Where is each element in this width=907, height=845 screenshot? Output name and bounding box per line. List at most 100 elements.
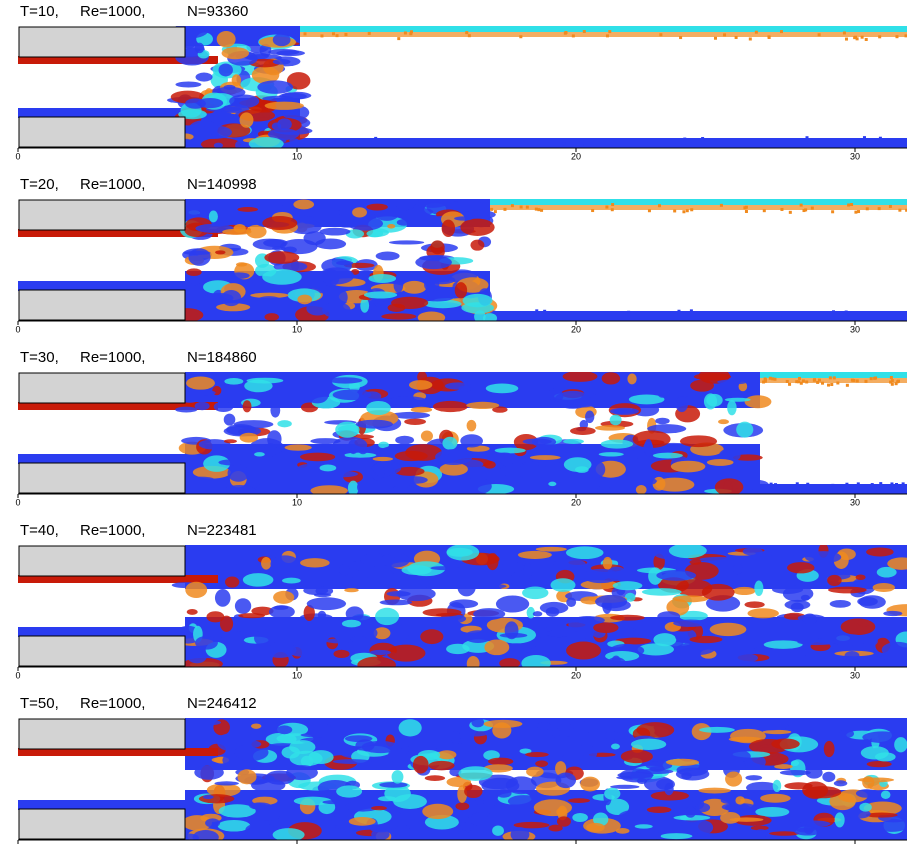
shear-blue	[18, 454, 218, 464]
particle-cluster	[264, 251, 300, 264]
particle-cluster	[419, 738, 441, 750]
particle-cluster	[335, 421, 360, 438]
particle-cluster	[450, 730, 461, 745]
particle-cluster	[822, 771, 836, 783]
speckle	[873, 376, 877, 380]
particle-cluster	[200, 137, 241, 148]
particle-cluster	[774, 764, 793, 770]
particle-cluster	[523, 562, 533, 579]
particle-cluster	[627, 373, 637, 385]
particle-cluster	[250, 723, 262, 729]
particle-cluster	[570, 426, 596, 435]
particle-cluster	[469, 583, 507, 589]
particle-cluster	[446, 777, 472, 788]
particle-cluster	[373, 627, 391, 640]
particle-cluster	[223, 413, 236, 426]
time-label: T=20,	[20, 176, 59, 193]
speckle	[844, 37, 848, 41]
particle-cluster	[458, 766, 493, 781]
speckle	[467, 142, 471, 146]
particle-cluster	[724, 397, 751, 402]
particle-cluster	[222, 550, 243, 566]
speckle	[865, 207, 869, 211]
tick-label: 30	[850, 670, 860, 680]
speckle	[862, 136, 866, 140]
speckle	[896, 140, 900, 144]
speckle	[581, 145, 585, 148]
particle-cluster	[634, 824, 653, 829]
particle-cluster	[455, 802, 470, 811]
particle-cluster	[227, 272, 250, 280]
particle-cluster	[249, 58, 280, 68]
particle-cluster	[213, 142, 224, 148]
particle-cluster	[454, 282, 468, 299]
particle-cluster	[405, 444, 443, 461]
particle-cluster	[415, 255, 452, 270]
particle-cluster	[598, 452, 624, 457]
particle-cluster	[556, 816, 571, 827]
particle-cluster	[404, 476, 428, 484]
speckle	[503, 207, 507, 211]
speckle	[465, 31, 469, 35]
particle-cluster	[655, 379, 669, 398]
particle-cluster	[449, 599, 479, 609]
speckle	[581, 318, 585, 321]
particle-cluster	[256, 483, 272, 494]
speckle	[317, 144, 321, 148]
particle-cluster	[239, 112, 254, 128]
speckle	[647, 209, 651, 213]
particle-cluster	[501, 561, 525, 573]
speckle	[761, 314, 765, 318]
particle-cluster	[855, 789, 878, 798]
speckle	[892, 312, 896, 316]
step-block	[18, 635, 186, 667]
particle-cluster	[605, 798, 630, 816]
particle-cluster	[262, 642, 297, 658]
particle-cluster	[575, 466, 589, 473]
panel: T=30, Re=1000, N=184860 0 10 20 30	[15, 349, 907, 507]
particle-cluster	[833, 780, 848, 787]
particle-cluster	[695, 802, 711, 813]
speckle	[813, 378, 817, 382]
speckle	[634, 144, 638, 148]
particle-cluster	[678, 610, 708, 621]
particle-cluster	[675, 642, 716, 656]
particle-cluster	[394, 824, 411, 840]
particle-cluster	[699, 726, 735, 733]
particle-cluster	[693, 820, 714, 835]
particle-cluster	[548, 481, 557, 487]
speckle	[827, 490, 831, 494]
particle-cluster	[787, 562, 815, 574]
particle-cluster	[745, 775, 763, 781]
speckle	[890, 379, 894, 383]
particle-cluster	[372, 456, 394, 462]
particle-cluster	[424, 278, 440, 292]
particle-cluster	[684, 806, 696, 818]
particle-cluster	[195, 635, 218, 650]
particle-cluster	[299, 452, 336, 462]
step-block	[18, 545, 186, 577]
particle-cluster	[855, 574, 866, 580]
particle-cluster	[531, 436, 557, 448]
particle-cluster	[736, 653, 758, 663]
speckle	[774, 483, 778, 487]
step-block	[18, 718, 186, 750]
particle-cluster	[610, 614, 645, 621]
particle-cluster	[532, 611, 543, 617]
particle-cluster	[435, 449, 473, 465]
particle-cluster	[293, 199, 315, 210]
particle-cluster	[401, 565, 432, 576]
speckle	[809, 488, 813, 492]
speckle	[870, 483, 874, 487]
particle-cluster	[487, 757, 514, 766]
particle-cluster	[215, 214, 237, 219]
particle-cluster	[528, 618, 558, 633]
speckle	[518, 313, 522, 317]
particle-cluster	[790, 602, 804, 613]
particle-cluster	[510, 572, 520, 587]
particle-cluster	[475, 472, 507, 478]
particle-cluster	[242, 573, 274, 587]
speckle	[876, 487, 880, 491]
speckle	[905, 208, 907, 212]
particle-cluster	[829, 600, 851, 608]
